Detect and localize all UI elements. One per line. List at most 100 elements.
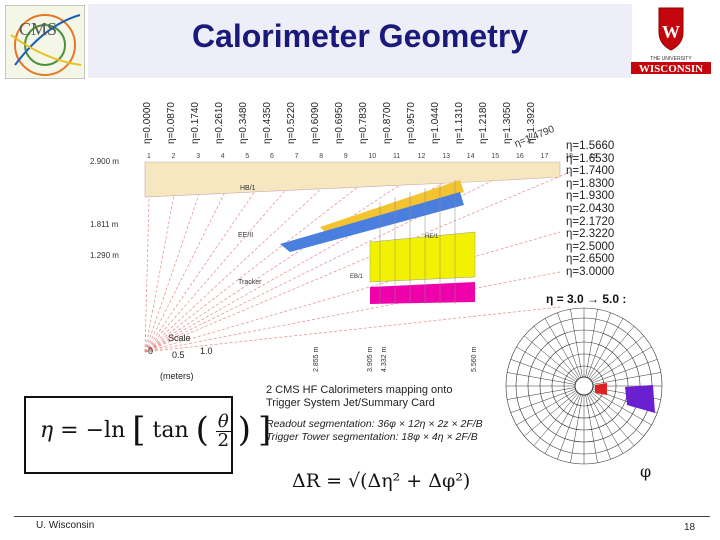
- right-eta-item: η=2.0430: [566, 202, 615, 215]
- cms-logo: CMS: [5, 5, 85, 79]
- eq-theta: θ: [215, 410, 231, 432]
- tower-number: 13: [442, 153, 450, 160]
- tower-numbers: 1 2 3 4 5 6 7 8 9 10 11 12 13 14 15 16 17 18 19: [147, 153, 598, 160]
- z-4332: 4.332 m: [381, 347, 388, 372]
- ee-wedge: [280, 192, 464, 252]
- uw-logo: W THE UNIVERSITY WISCONSIN: [631, 7, 711, 75]
- top-eta-label: η=0.7830: [358, 102, 369, 144]
- scale-tick-2: 1.0: [200, 346, 213, 356]
- right-eta-item: η=1.7400: [566, 165, 615, 178]
- scale-tick-0: 0: [148, 346, 153, 356]
- top-eta-labels: η=0.0000 η=0.0870 η=0.1740 η=0.2610 η=0.3480…: [142, 102, 537, 144]
- calorimeter-geometry-diagram: η=0.0000 η=0.0870 η=0.1740 η=0.2610 η=0.3480…: [90, 102, 598, 381]
- tower-number: 14: [467, 153, 475, 160]
- tower-number: 5: [245, 153, 249, 160]
- tower-number: 18: [565, 153, 573, 160]
- tower-number: 2: [172, 153, 176, 160]
- right-eta-list: η=1.5660 η=1.6530 η=1.7400 η=1.8300 η=1.9300…: [566, 140, 630, 279]
- top-eta-label: η=0.6090: [310, 102, 321, 144]
- eq-ln: −ln: [85, 418, 126, 443]
- svg-text:W: W: [662, 22, 680, 42]
- hb-label: HB/1: [240, 185, 256, 192]
- top-eta-label: η=1.3920: [526, 102, 537, 144]
- top-eta-label: η=0.1740: [190, 102, 201, 144]
- tracker-label: Tracker: [238, 279, 262, 286]
- top-eta-label: η=0.5220: [286, 102, 297, 144]
- right-eta-item: η=3.0000: [566, 265, 615, 278]
- title-band: [88, 4, 632, 78]
- eq-tan: tan: [152, 418, 189, 443]
- right-eta-item: η=1.9300: [566, 190, 615, 203]
- eb-region: [370, 282, 475, 304]
- tower-number: 8: [319, 153, 323, 160]
- he-region: [369, 231, 476, 283]
- delta-r-equation: ΔR = √(Δη² + Δφ²): [292, 470, 471, 492]
- right-eta-item: η=2.3220: [566, 228, 615, 241]
- page-number: 18: [684, 522, 696, 533]
- tower-number: 7: [295, 153, 299, 160]
- hf-description: 2 CMS HF Calorimeters mapping onto Trigg…: [266, 384, 483, 444]
- svg-text:WISCONSIN: WISCONSIN: [639, 63, 703, 75]
- tower-number: 12: [418, 153, 426, 160]
- hf-segmentation-circle: [505, 307, 663, 465]
- eq-eta: η: [40, 418, 54, 443]
- z-2855: 2.855 m: [313, 347, 320, 372]
- tower-number: 3: [196, 153, 200, 160]
- tower-number: 6: [270, 153, 274, 160]
- tower-number: 19: [590, 153, 598, 160]
- top-eta-label: η=1.2180: [478, 102, 489, 144]
- top-eta-label: η=0.9570: [406, 102, 417, 144]
- top-eta-label: η=0.6950: [334, 102, 345, 144]
- scale-tick-1: 0.5: [172, 350, 185, 360]
- eta-equation-box: [24, 396, 233, 474]
- he-label: HE/1: [425, 234, 439, 240]
- radius-1811: 1.811 m: [90, 220, 119, 229]
- top-eta-label: η=1.1310: [454, 102, 465, 144]
- hf-red-cell: [595, 383, 607, 395]
- top-eta-label: η=0.0870: [166, 102, 177, 144]
- footer-institution: U. Wisconsin: [36, 520, 95, 531]
- eq-two: 2: [217, 429, 230, 451]
- hf-purple-cell: [625, 385, 655, 413]
- phi-label: φ: [640, 462, 652, 481]
- ee-label: EE/II: [238, 232, 253, 239]
- top-eta-label: η=0.0000: [142, 102, 153, 144]
- hf-line1: 2 CMS HF Calorimeters mapping onto: [266, 384, 453, 396]
- right-eta-item: η=2.1720: [566, 215, 615, 228]
- top-eta-label: η=0.2610: [214, 102, 225, 144]
- hf-eta-range: η = 3.0 → 5.0 :: [546, 292, 627, 306]
- hb-region: [144, 161, 561, 198]
- top-eta-label: η=0.4350: [262, 102, 273, 144]
- scale-title: Scale: [168, 333, 191, 343]
- scale-unit: (meters): [160, 371, 194, 381]
- tower-number: 16: [516, 153, 524, 160]
- tower-number: 1: [147, 153, 151, 160]
- svg-text:THE UNIVERSITY: THE UNIVERSITY: [650, 56, 692, 62]
- tower-number: 15: [491, 153, 499, 160]
- tower-number: 17: [541, 153, 549, 160]
- hf-line4: Trigger Tower segmentation: 18φ × 4η × 2…: [266, 431, 478, 443]
- right-eta-item: η=1.6530: [566, 152, 615, 165]
- slide-title: Calorimeter Geometry: [191, 18, 529, 54]
- right-eta-item: η=2.6500: [566, 253, 615, 266]
- radius-1290: 1.290 m: [90, 251, 119, 260]
- eta-equation: η = −ln [ tan ( θ 2 ) ]: [40, 410, 272, 451]
- top-eta-label: η=1.0440: [430, 102, 441, 144]
- footer-divider: [14, 516, 710, 517]
- top-eta-label: η=1.3050: [502, 102, 513, 144]
- eb-label: EB/1: [350, 274, 364, 280]
- top-eta-label: η=0.3480: [238, 102, 249, 144]
- hf-line3: Readout segmentation: 36φ × 12η × 2z × 2…: [266, 418, 483, 430]
- radius-2900: 2.900 m: [90, 157, 119, 166]
- tower-number: 11: [393, 153, 400, 160]
- top-eta-label: η=0.8700: [382, 102, 393, 144]
- right-eta-item: η=1.8300: [566, 177, 615, 190]
- tower-number: 10: [368, 153, 376, 160]
- right-eta-item: η=1.5660: [566, 140, 615, 152]
- z-5560: 5.560 m: [471, 347, 478, 372]
- he-grid: [379, 180, 456, 304]
- tower-number: 9: [344, 153, 348, 160]
- right-eta-item: η=2.5000: [566, 240, 615, 253]
- tower-number: 4: [221, 153, 225, 160]
- z-3905: 3.905 m: [367, 347, 374, 372]
